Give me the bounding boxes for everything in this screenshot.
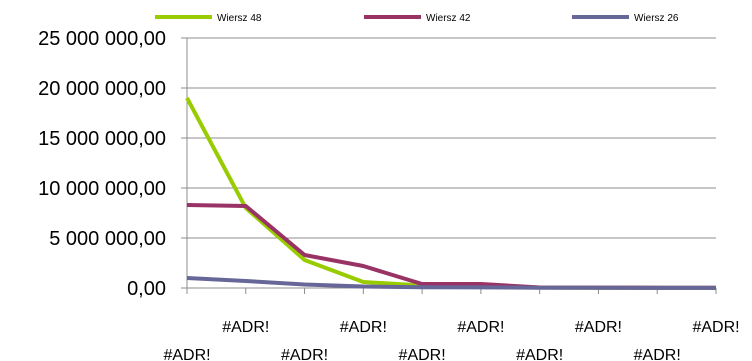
series-line	[186, 276, 716, 290]
axes	[181, 37, 717, 294]
x-tick-label: #ADR!	[281, 347, 328, 361]
y-tick-label: 25 000 000,00	[38, 28, 166, 50]
y-tick-label: 0,00	[127, 278, 166, 300]
x-tick-label: #ADR!	[692, 319, 739, 336]
y-tick-label: 20 000 000,00	[38, 78, 166, 100]
legend-label: Wiersz 48	[217, 13, 262, 24]
x-tick-label: #ADR!	[634, 347, 681, 361]
legend-label: Wiersz 42	[426, 13, 471, 24]
grid-lines	[187, 37, 716, 239]
x-tick-label: #ADR!	[575, 319, 622, 336]
legend: Wiersz 48 Wiersz 42 Wiersz 26	[155, 13, 679, 24]
x-axis-tick-labels: #ADR! #ADR! #ADR! #ADR! #ADR! #ADR! #ADR! #ADR!…	[163, 319, 739, 361]
legend-label: Wiersz 26	[634, 13, 679, 24]
x-tick-label: #ADR!	[399, 347, 446, 361]
x-tick-label: #ADR!	[457, 319, 504, 336]
y-tick-label: 10 000 000,00	[38, 178, 166, 200]
y-tick-label: 15 000 000,00	[38, 128, 166, 150]
x-tick-label: #ADR!	[516, 347, 563, 361]
y-axis-tick-labels: 0,00 5 000 000,00 10 000 000,00 15 000 000,…	[38, 28, 166, 300]
y-tick-label: 5 000 000,00	[49, 228, 166, 250]
x-tick-label: #ADR!	[222, 319, 269, 336]
series-lines	[185, 97, 717, 290]
x-tick-label: #ADR!	[340, 319, 387, 336]
series-line	[185, 97, 717, 290]
x-tick-label: #ADR!	[163, 347, 210, 361]
series-line	[186, 203, 717, 290]
